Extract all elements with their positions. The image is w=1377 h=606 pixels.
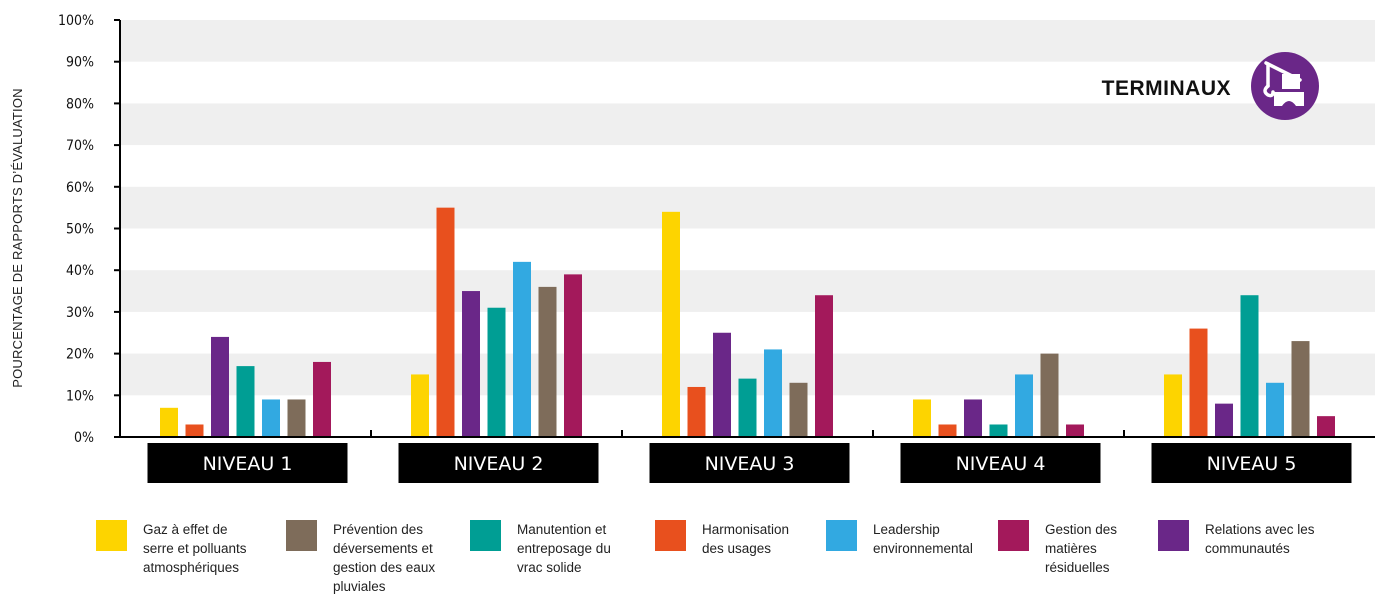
bar xyxy=(938,424,957,437)
y-axis-label: POURCENTAGE DE RAPPORTS D’ÉVALUATION xyxy=(10,88,25,388)
bar xyxy=(964,399,982,437)
bar xyxy=(1040,353,1059,437)
category-box xyxy=(398,443,599,483)
bar xyxy=(513,261,531,437)
legend-swatch xyxy=(470,520,501,551)
bar xyxy=(913,399,931,437)
legend-item: Manutention et entreposage du vrac solid… xyxy=(470,520,611,577)
bar xyxy=(1015,374,1033,437)
y-tick-label: 10% xyxy=(66,388,94,404)
category-labels: NIVEAU 1 NIVEAU 2 NIVEAU 3 NIVEAU 4 NIVEAU 5 xyxy=(147,443,1352,483)
legend-swatch xyxy=(1158,520,1189,551)
bar xyxy=(815,295,833,437)
axes xyxy=(114,19,1375,438)
bar xyxy=(662,211,680,437)
bar xyxy=(1240,295,1259,437)
y-tick-label: 30% xyxy=(66,305,94,321)
bar xyxy=(564,274,582,437)
y-tick-label: 70% xyxy=(66,138,94,154)
bar xyxy=(411,374,429,437)
bar xyxy=(1189,328,1208,437)
legend-item: Relations avec les communautés xyxy=(1158,520,1315,558)
bars xyxy=(160,207,1335,437)
legend-label: Harmonisation des usages xyxy=(702,522,790,556)
y-tick-label: 60% xyxy=(66,180,94,196)
grid-bands xyxy=(120,20,1375,396)
bar xyxy=(764,349,782,437)
bar xyxy=(262,399,280,437)
bar xyxy=(1215,403,1233,437)
bar xyxy=(236,366,255,437)
category-box xyxy=(649,443,850,483)
legend-item: Gaz à effet de serre et polluants atmosp… xyxy=(96,520,247,577)
bar xyxy=(287,399,306,437)
bar xyxy=(687,386,706,437)
bar xyxy=(1317,416,1335,437)
y-tick-label: 100% xyxy=(58,13,94,29)
category-label: NIVEAU 5 xyxy=(1207,453,1297,475)
legend-label: Gestion des matières résiduelles xyxy=(1045,522,1118,575)
grid-band xyxy=(120,270,1375,312)
y-tick-label: 90% xyxy=(66,55,94,71)
bar xyxy=(538,286,557,437)
y-tick-label: 80% xyxy=(66,96,94,112)
bar xyxy=(313,361,331,437)
y-tick-label: 20% xyxy=(66,347,94,363)
category-box xyxy=(147,443,348,483)
legend-swatch xyxy=(998,520,1029,551)
category-label: NIVEAU 4 xyxy=(956,453,1046,475)
badge-label: TERMINAUX xyxy=(1102,77,1231,100)
crane-icon xyxy=(1251,52,1319,120)
legend-swatch xyxy=(286,520,317,551)
bar xyxy=(462,291,480,437)
bar xyxy=(160,407,178,437)
legend-item: Prévention des déversements et gestion d… xyxy=(286,520,435,596)
bar xyxy=(487,307,506,437)
y-tick-label: 50% xyxy=(66,222,94,238)
legend-item: Gestion des matières résiduelles xyxy=(998,520,1117,577)
category-label: NIVEAU 3 xyxy=(705,453,795,475)
category-label: NIVEAU 2 xyxy=(454,453,544,475)
legend-item: Harmonisation des usages xyxy=(655,520,789,558)
bar xyxy=(211,336,229,437)
bar xyxy=(1291,341,1310,437)
legend-label: Prévention des déversements et gestion d… xyxy=(333,522,436,594)
category-box xyxy=(1151,443,1352,483)
bar xyxy=(1164,374,1182,437)
legend-label: Leadership environnemental xyxy=(873,522,973,556)
bar xyxy=(789,382,808,437)
grid-band xyxy=(120,103,1375,146)
y-tick-label: 0% xyxy=(74,430,94,446)
bar xyxy=(1266,382,1284,437)
bar xyxy=(713,332,731,437)
terminaux-badge: TERMINAUX xyxy=(1102,52,1319,120)
legend-label: Gaz à effet de serre et polluants atmosp… xyxy=(143,522,247,575)
grid-band xyxy=(120,20,1375,62)
category-label: NIVEAU 1 xyxy=(203,453,293,475)
legend-item: Leadership environnemental xyxy=(826,520,973,558)
grid-band xyxy=(120,186,1375,229)
bar xyxy=(185,424,204,437)
legend-swatch xyxy=(826,520,857,551)
legend-label: Relations avec les communautés xyxy=(1205,522,1315,556)
bar xyxy=(436,207,455,437)
y-tick-labels: 0% 10% 20% 30% 40% 50% 60% 70% 80% 90% 100% xyxy=(58,13,94,446)
legend-swatch xyxy=(655,520,686,551)
y-tick-label: 40% xyxy=(66,263,94,279)
bar xyxy=(989,424,1008,437)
bar xyxy=(738,378,757,437)
category-box xyxy=(900,443,1101,483)
legend-label: Manutention et entreposage du vrac solid… xyxy=(517,522,611,575)
bar xyxy=(1066,424,1084,437)
legend-swatch xyxy=(96,520,127,551)
